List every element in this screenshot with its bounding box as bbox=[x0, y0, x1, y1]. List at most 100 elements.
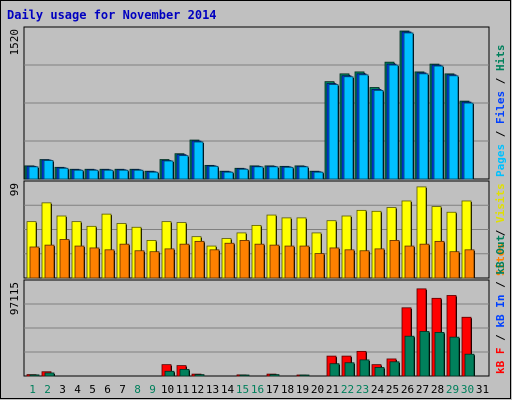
legend-separator: / bbox=[494, 275, 507, 295]
bar-kb-out bbox=[180, 369, 189, 376]
x-tick-label: 9 bbox=[149, 383, 156, 396]
x-tick-label: 23 bbox=[356, 383, 369, 396]
bar-pages bbox=[464, 103, 473, 179]
panel-max-label: 1520 bbox=[8, 29, 21, 56]
bar-pages bbox=[149, 172, 158, 179]
bar-pages bbox=[374, 90, 383, 179]
chart-title: Daily usage for November 2014 bbox=[7, 8, 217, 22]
x-tick-label: 26 bbox=[401, 383, 414, 396]
bar-sites bbox=[180, 244, 189, 278]
bar-sites bbox=[135, 251, 144, 278]
x-tick-label: 21 bbox=[326, 383, 339, 396]
legend-separator: / bbox=[494, 71, 507, 91]
bar-sites bbox=[60, 239, 69, 278]
bar-sites bbox=[285, 246, 294, 278]
legend-kb-f: kB F bbox=[494, 348, 507, 375]
x-tick-label: 8 bbox=[134, 383, 141, 396]
bar-sites bbox=[150, 252, 159, 278]
bar-pages bbox=[29, 167, 38, 179]
bar-sites bbox=[120, 244, 129, 278]
bar-pages bbox=[284, 167, 293, 179]
bar-kb-out bbox=[450, 337, 459, 376]
x-tick-label: 11 bbox=[176, 383, 189, 396]
bar-kb-out bbox=[465, 354, 474, 376]
x-tick-label: 17 bbox=[266, 383, 279, 396]
x-tick-label: 10 bbox=[161, 383, 174, 396]
bar-pages bbox=[254, 167, 263, 179]
x-tick-label: 27 bbox=[416, 383, 429, 396]
x-tick-label: 1 bbox=[29, 383, 36, 396]
bar-sites bbox=[45, 245, 54, 278]
bar-pages bbox=[269, 167, 278, 179]
bar-kb-out bbox=[345, 363, 354, 376]
legend-hits: Hits bbox=[494, 45, 507, 72]
bar-pages bbox=[164, 161, 173, 179]
x-tick-label: 29 bbox=[446, 383, 459, 396]
x-tick-label: 31 bbox=[476, 383, 489, 396]
x-tick-label: 22 bbox=[341, 383, 354, 396]
bar-sites bbox=[255, 244, 264, 278]
bar-sites bbox=[420, 244, 429, 278]
bar-sites bbox=[375, 249, 384, 278]
legend-files: Files bbox=[494, 91, 507, 124]
bar-kb-out bbox=[195, 375, 204, 376]
bar-sites bbox=[405, 246, 414, 278]
bar-sites bbox=[345, 250, 354, 278]
x-tick-label: 13 bbox=[206, 383, 219, 396]
x-tick-label: 30 bbox=[461, 383, 474, 396]
bar-sites bbox=[75, 246, 84, 278]
bar-sites bbox=[315, 254, 324, 278]
bar-kb-out bbox=[390, 362, 399, 376]
x-tick-label: 2 bbox=[44, 383, 51, 396]
legend-kb-out: kB Out bbox=[494, 235, 507, 275]
bar-pages bbox=[179, 156, 188, 179]
bar-pages bbox=[359, 75, 368, 179]
panel-series-legend: Pages / Files / Hits bbox=[494, 45, 507, 178]
bar-pages bbox=[59, 168, 68, 179]
x-tick-label: 15 bbox=[236, 383, 249, 396]
x-tick-label: 6 bbox=[104, 383, 111, 396]
bar-kb-out bbox=[420, 331, 429, 376]
bar-kb-out bbox=[360, 360, 369, 376]
bar-pages bbox=[119, 170, 128, 179]
panel-hits-files-pages: 1520 Pages / Files / Hits bbox=[8, 27, 507, 179]
bar-pages bbox=[239, 169, 248, 179]
bar-pages bbox=[419, 74, 428, 179]
bar-sites bbox=[390, 240, 399, 278]
bar-pages bbox=[434, 66, 443, 179]
bar-pages bbox=[44, 161, 53, 180]
bar-sites bbox=[240, 240, 249, 278]
x-tick-label: 4 bbox=[74, 383, 81, 396]
bar-sites bbox=[435, 241, 444, 278]
panel-max-label: 99 bbox=[8, 183, 21, 196]
bar-pages bbox=[344, 77, 353, 179]
bar-kb-out bbox=[270, 375, 279, 376]
bar-sites bbox=[105, 250, 114, 278]
bar-pages bbox=[329, 85, 338, 179]
bar-pages bbox=[314, 172, 323, 179]
legend-kb-in: kB In bbox=[494, 295, 507, 328]
bar-sites bbox=[225, 243, 234, 278]
bar-pages bbox=[104, 170, 113, 179]
bar-pages bbox=[194, 142, 203, 179]
bar-pages bbox=[89, 170, 98, 179]
bar-kb-out bbox=[405, 336, 414, 376]
bar-sites bbox=[450, 252, 459, 278]
bar-pages bbox=[389, 65, 398, 179]
bar-sites bbox=[210, 250, 219, 278]
bar-kb-out bbox=[240, 375, 249, 376]
bar-sites bbox=[465, 250, 474, 278]
bar-kb-out bbox=[330, 364, 339, 376]
bar-kb-out bbox=[45, 373, 54, 376]
bar-sites bbox=[165, 249, 174, 278]
bar-kb-out bbox=[435, 332, 444, 376]
x-tick-label: 19 bbox=[296, 383, 309, 396]
x-tick-label: 3 bbox=[59, 383, 66, 396]
bar-pages bbox=[299, 167, 308, 179]
bar-sites bbox=[270, 245, 279, 278]
x-tick-label: 24 bbox=[371, 383, 385, 396]
